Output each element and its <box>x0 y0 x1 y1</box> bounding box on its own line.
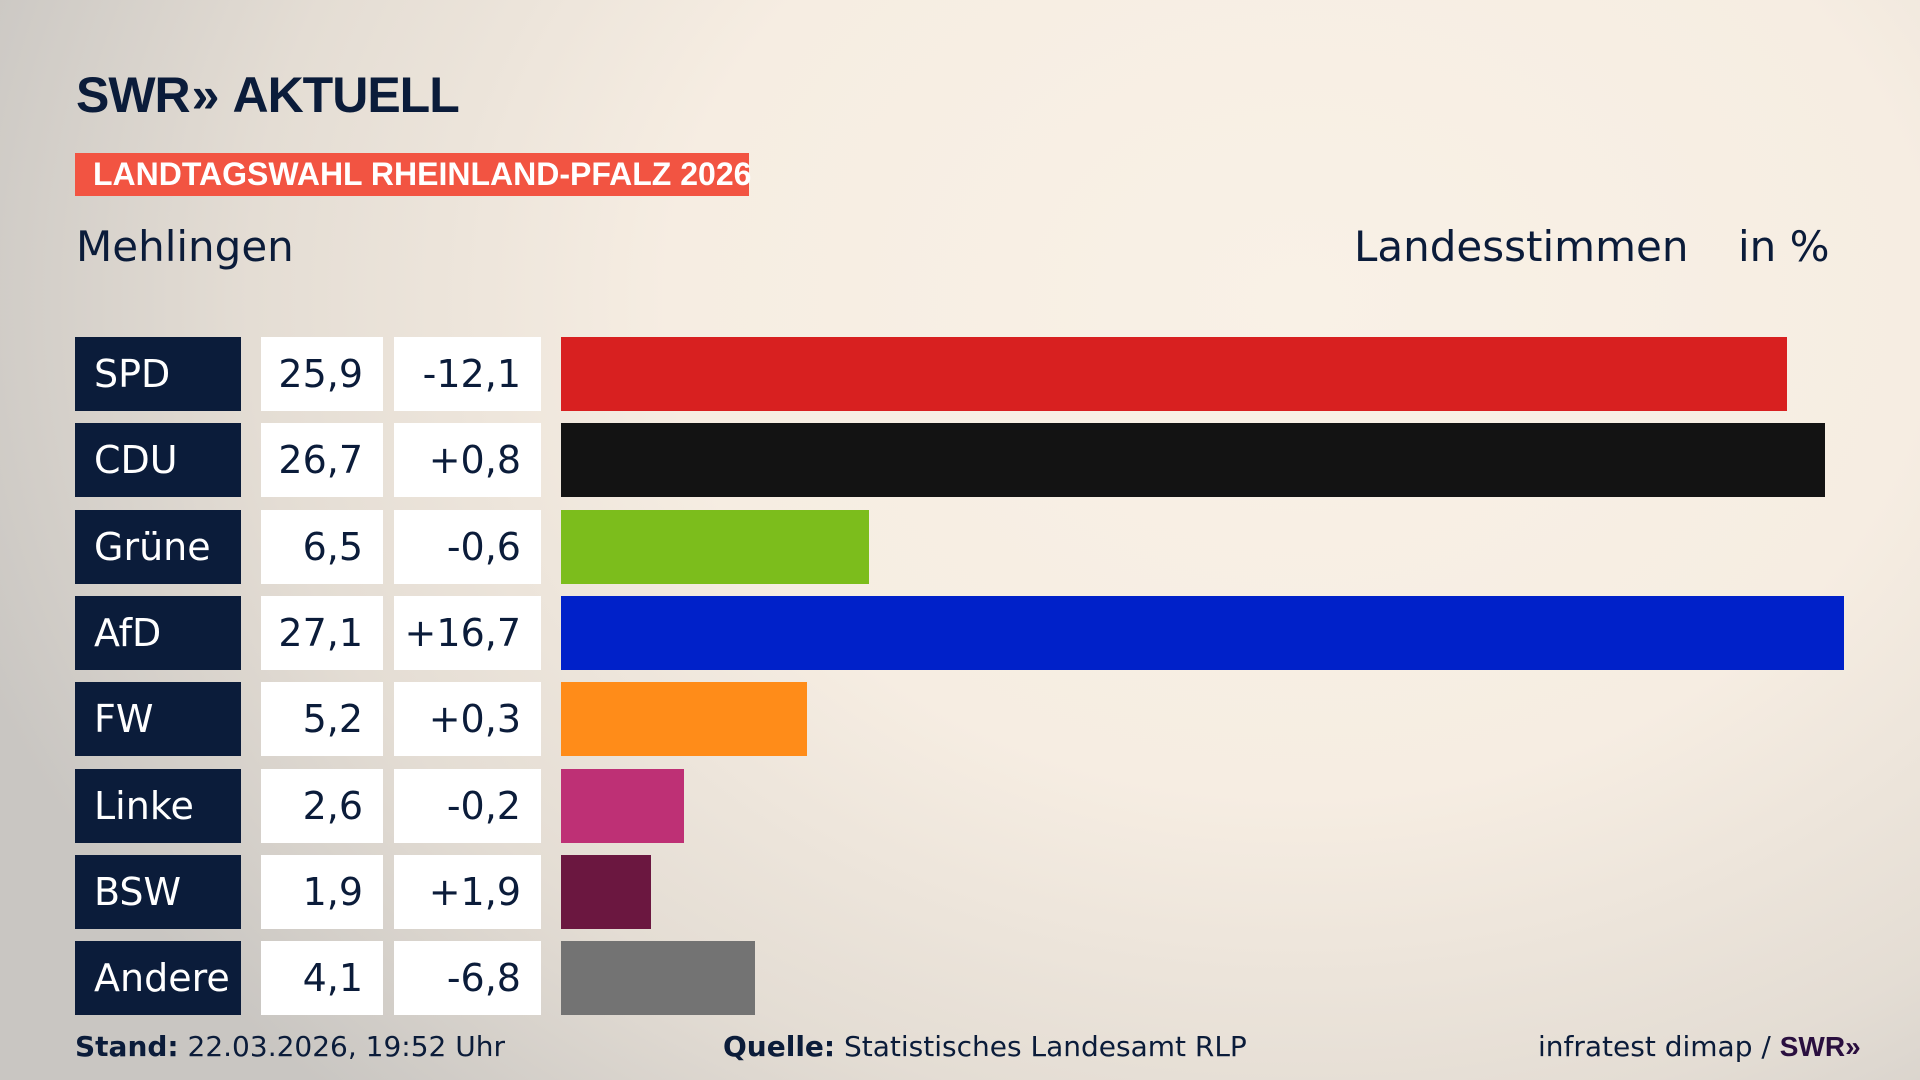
bar-afd <box>561 595 1845 670</box>
party-label: AfD <box>75 595 241 670</box>
value-label: 1,9 <box>261 854 383 929</box>
change-label: +0,3 <box>394 682 541 757</box>
party-label: SPD <box>75 337 241 411</box>
source-value: Statistisches Landesamt RLP <box>844 1030 1247 1063</box>
bar-andere <box>561 941 756 1016</box>
source-label: Quelle: <box>723 1030 836 1063</box>
value-label: 25,9 <box>261 337 383 411</box>
bar-fw <box>561 682 808 757</box>
change-label: -0,6 <box>394 509 541 584</box>
bar-grüne <box>561 509 869 584</box>
logo-swr: SWR <box>76 67 191 123</box>
timestamp: Stand: 22.03.2026, 19:52 Uhr <box>75 1030 505 1063</box>
bar-spd <box>561 337 1788 411</box>
party-label: FW <box>75 682 241 757</box>
swr-aktuell-logo: SWR» AKTUELL <box>76 66 460 124</box>
bar-linke <box>561 768 685 843</box>
party-label: Andere <box>75 941 241 1016</box>
value-label: 26,7 <box>261 423 383 498</box>
value-label: 6,5 <box>261 509 383 584</box>
party-label: Linke <box>75 768 241 843</box>
change-label: -0,2 <box>394 768 541 843</box>
value-label: 5,2 <box>261 682 383 757</box>
bar-bsw <box>561 854 651 929</box>
bar-cdu <box>561 423 1826 498</box>
unit-label: in % <box>1738 222 1830 271</box>
place-title: Mehlingen <box>76 222 294 271</box>
election-banner: LANDTAGSWAHL RHEINLAND-PFALZ 2026 <box>75 153 751 196</box>
credit: infratest dimap / SWR» <box>1538 1030 1861 1063</box>
party-label: Grüne <box>75 509 241 584</box>
source: Quelle: Statistisches Landesamt RLP <box>723 1030 1247 1063</box>
change-label: +1,9 <box>394 854 541 929</box>
change-label: -12,1 <box>394 337 541 411</box>
value-label: 4,1 <box>261 941 383 1016</box>
party-label: CDU <box>75 423 241 498</box>
value-label: 27,1 <box>261 595 383 670</box>
credit-text: infratest dimap / <box>1538 1030 1771 1063</box>
value-label: 2,6 <box>261 768 383 843</box>
measure-label: Landesstimmen <box>1354 222 1689 271</box>
change-label: +16,7 <box>394 595 541 670</box>
stand-label: Stand: <box>75 1030 179 1063</box>
change-label: +0,8 <box>394 423 541 498</box>
swr-footer-logo: SWR» <box>1779 1031 1861 1062</box>
chevron-logo-icon: » <box>191 67 220 123</box>
logo-aktuell: AKTUELL <box>232 67 459 123</box>
change-label: -6,8 <box>394 941 541 1016</box>
stand-value: 22.03.2026, 19:52 Uhr <box>187 1030 505 1063</box>
party-label: BSW <box>75 854 241 929</box>
